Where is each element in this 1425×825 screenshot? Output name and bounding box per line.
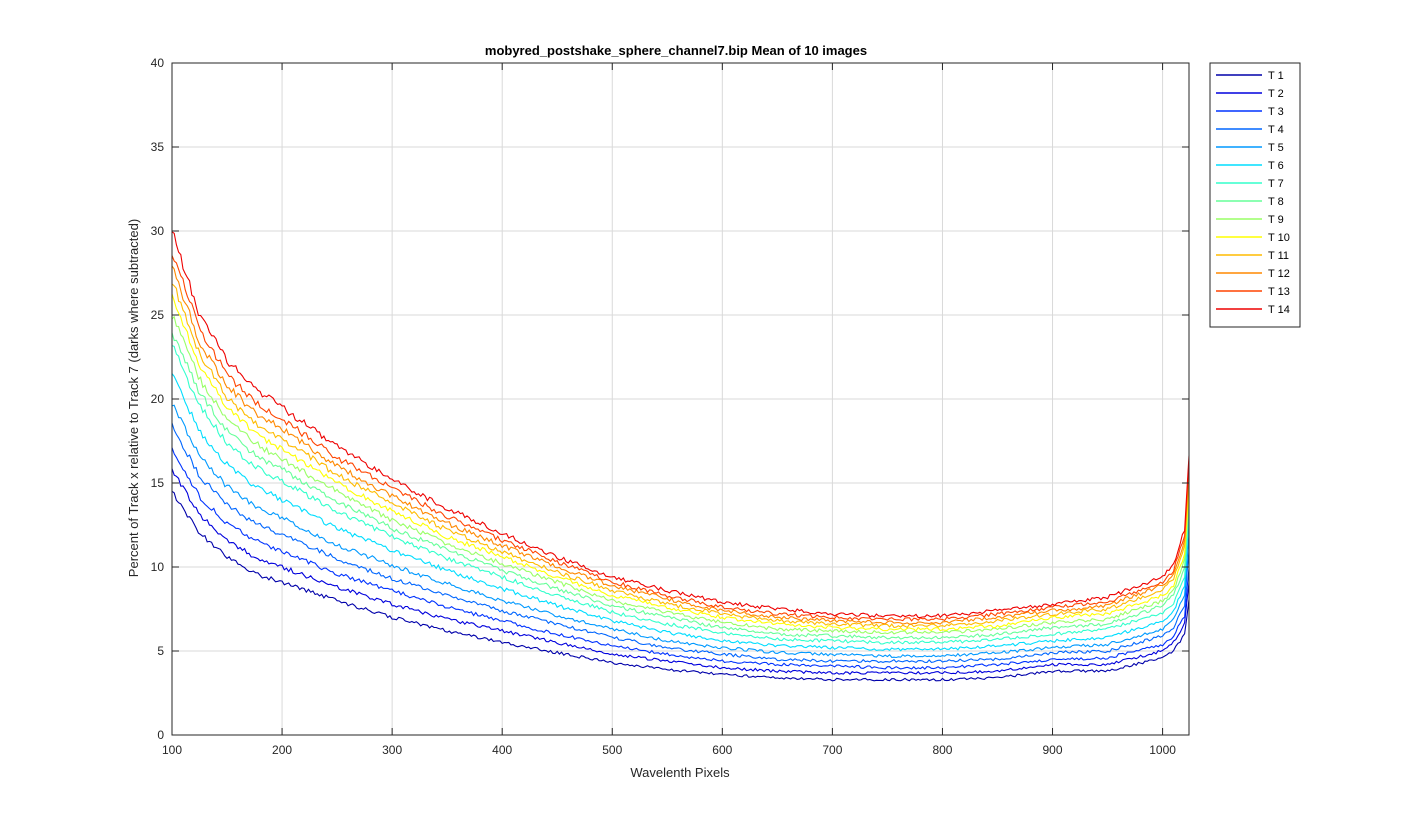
y-tick-label: 5 — [157, 644, 164, 658]
legend-label: T 9 — [1268, 214, 1284, 226]
series-line — [171, 231, 1190, 619]
legend-label: T 12 — [1268, 268, 1290, 280]
y-tick-label: 20 — [151, 392, 165, 406]
chart-title: mobyred_postshake_sphere_channel7.bip Me… — [485, 43, 867, 58]
plot-frame — [171, 62, 1190, 736]
series-line — [171, 283, 1190, 629]
legend-label: T 11 — [1268, 250, 1289, 262]
x-tick-label: 800 — [932, 743, 952, 757]
grid-lines — [172, 63, 1189, 735]
legend-label: T 10 — [1268, 232, 1290, 244]
series-line — [171, 265, 1190, 625]
legend-label: T 8 — [1268, 196, 1284, 208]
legend-label: T 13 — [1268, 286, 1290, 298]
legend-label: T 4 — [1268, 124, 1284, 136]
x-tick-label: 1000 — [1149, 743, 1176, 757]
legend-label: T 6 — [1268, 160, 1284, 172]
y-tick-label: 0 — [157, 728, 164, 742]
x-tick-label: 600 — [712, 743, 732, 757]
x-axis-title: Wavelenth Pixels — [630, 765, 730, 780]
tick-labels: 100 200 300 400 500 600 700 800 900 1000 0 5 10 15 20 2… — [151, 56, 1177, 757]
series-line — [171, 345, 1190, 645]
series-line — [171, 315, 1190, 635]
x-tick-label: 400 — [492, 743, 512, 757]
series-layer — [171, 231, 1190, 682]
y-tick-label: 15 — [151, 476, 165, 490]
x-tick-label: 500 — [602, 743, 622, 757]
series-line — [171, 293, 1190, 632]
x-tick-label: 700 — [822, 743, 842, 757]
series-line — [171, 447, 1190, 670]
legend-label: T 3 — [1268, 106, 1284, 118]
y-tick-label: 30 — [151, 224, 165, 238]
series-line — [171, 373, 1190, 652]
y-tick-label: 10 — [151, 560, 165, 574]
y-tick-label: 25 — [151, 308, 165, 322]
legend: T 1 T 2 T 3 T 4 T 5 T 6 T 7 T 8 T 9 T 10 T 11 T 12 T… — [1209, 62, 1301, 328]
x-tick-label: 300 — [382, 743, 402, 757]
x-tick-label: 900 — [1043, 743, 1063, 757]
series-line — [171, 490, 1190, 682]
series-line — [171, 332, 1190, 640]
legend-label: T 2 — [1268, 88, 1284, 100]
series-line — [171, 422, 1190, 664]
y-tick-label: 40 — [151, 56, 165, 70]
series-line — [171, 404, 1190, 659]
legend-label: T 14 — [1268, 304, 1290, 316]
legend-label: T 7 — [1268, 178, 1284, 190]
series-line — [171, 255, 1190, 622]
legend-label: T 1 — [1268, 70, 1284, 82]
y-axis-title: Percent of Track x relative to Track 7 (… — [126, 219, 141, 577]
x-tick-label: 100 — [162, 743, 182, 757]
legend-label: T 5 — [1268, 142, 1284, 154]
legend-box — [1209, 62, 1301, 328]
axes — [171, 62, 1190, 736]
y-tick-label: 35 — [151, 140, 165, 154]
x-tick-label: 200 — [272, 743, 292, 757]
series-line — [171, 468, 1190, 675]
